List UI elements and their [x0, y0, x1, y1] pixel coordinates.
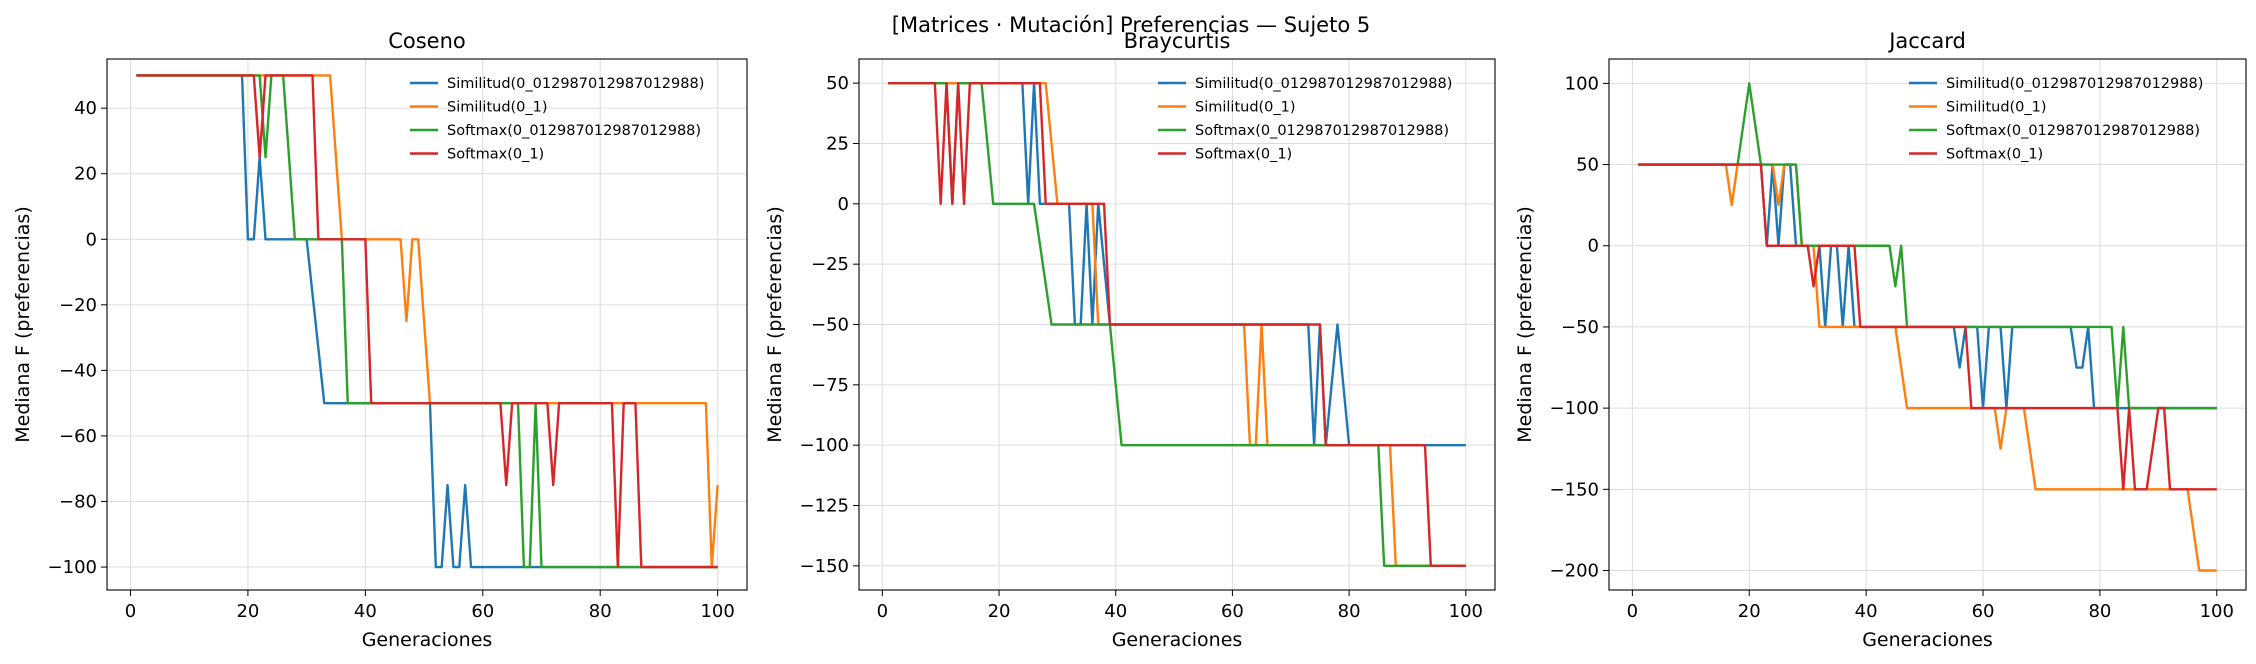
x-tick-label: 100 [1449, 601, 1483, 622]
y-tick-label: −20 [59, 295, 97, 316]
y-tick-label: −100 [48, 557, 97, 578]
y-axis-label: Mediana F (preferencias) [1514, 206, 1536, 443]
axes-frame [1608, 58, 2247, 591]
legend-entry: Softmax(0_012987012987012988) [447, 123, 701, 139]
chart-panel-1: 0 20 40 60 80 100 40 20 0 −20 −40 −60 −80 −100 Coseno G… [12, 29, 748, 651]
series-line-1 [888, 81, 1466, 447]
legend: Similitud(0_012987012987012988) Similitud… [410, 76, 704, 163]
y-tick-label: 0 [1588, 236, 1599, 257]
x-tick-label: 60 [471, 601, 494, 622]
x-tick-label: 0 [877, 601, 888, 622]
x-tick-label: 100 [700, 601, 734, 622]
y-tick-label: 0 [838, 194, 849, 215]
axes-frame [106, 58, 748, 591]
legend-entry: Similitud(0_1) [1195, 100, 1296, 116]
y-tick-label: −150 [800, 556, 849, 577]
x-tick-label: 0 [1627, 601, 1638, 622]
y-tick-label: 100 [1565, 73, 1599, 94]
legend-entry: Softmax(0_1) [1195, 147, 1292, 163]
x-tick-label: 0 [125, 601, 136, 622]
y-tick-label: −25 [811, 254, 849, 275]
series-line-3 [136, 74, 718, 569]
y-tick-label: 40 [74, 98, 97, 119]
y-tick-label: −50 [1561, 317, 1599, 338]
legend-entry: Similitud(0_012987012987012988) [1946, 76, 2203, 92]
x-tick-label: 40 [1855, 601, 1878, 622]
legend: Similitud(0_012987012987012988) Similitud… [1909, 76, 2203, 163]
x-tick-label: 20 [988, 601, 1011, 622]
chart-panels: 0 20 40 60 80 100 40 20 0 −20 −40 −60 −80 −100 Coseno G… [12, 29, 2247, 651]
series-line-4 [1638, 163, 2217, 491]
y-axis-label: Mediana F (preferencias) [12, 206, 34, 443]
chart-panel-2: 0 20 40 60 80 100 50 25 0 −25 −50 −75 −100 −125 −150 Br… [764, 29, 1496, 651]
x-axis-label: Generaciones [1862, 629, 1993, 651]
chart-title: Coseno [388, 29, 466, 53]
chart-title: Jaccard [1887, 29, 1966, 53]
x-tick-label: 40 [354, 601, 377, 622]
x-axis-label: Generaciones [362, 629, 493, 651]
x-tick-label: 60 [1972, 601, 1995, 622]
y-tick-label: −60 [59, 426, 97, 447]
legend-entry: Similitud(0_1) [447, 100, 548, 116]
chart-panel-3: 0 20 40 60 80 100 100 50 0 −50 −100 −150 −200 Jaccard… [1514, 29, 2247, 651]
x-tick-label: 40 [1104, 601, 1127, 622]
y-axis-label: Mediana F (preferencias) [764, 206, 786, 443]
y-tick-label: 20 [74, 164, 97, 185]
legend-entry: Softmax(0_012987012987012988) [1195, 123, 1449, 139]
y-tick-label: 0 [86, 229, 97, 250]
x-tick-label: 20 [236, 601, 259, 622]
x-tick-label: 100 [2200, 601, 2234, 622]
y-tick-label: −50 [811, 315, 849, 336]
series-line-4 [136, 74, 718, 569]
x-tick-label: 20 [1738, 601, 1761, 622]
y-tick-label: −150 [1550, 479, 1599, 500]
y-tick-label: 25 [826, 133, 849, 154]
x-tick-label: 80 [1338, 601, 1361, 622]
x-tick-label: 80 [589, 601, 612, 622]
y-tick-label: 50 [1576, 155, 1599, 176]
series-group [1638, 82, 2217, 572]
series-line-3 [1638, 82, 2217, 410]
figure-suptitle: [Matrices · Mutación] Preferencias — Suj… [892, 13, 1370, 37]
y-tick-label: −40 [59, 360, 97, 381]
y-tick-label: −75 [811, 375, 849, 396]
x-tick-label: 80 [2088, 601, 2111, 622]
legend-entry: Similitud(0_012987012987012988) [447, 76, 704, 92]
y-tick-label: −125 [800, 496, 849, 517]
y-tick-label: −100 [800, 435, 849, 456]
legend: Similitud(0_012987012987012988) Similitud… [1158, 76, 1452, 163]
chart-title: Braycurtis [1124, 29, 1231, 53]
series-group [888, 81, 1466, 568]
series-group [136, 74, 719, 569]
legend-entry: Softmax(0_1) [1946, 147, 2043, 163]
legend-entry: Similitud(0_012987012987012988) [1195, 76, 1452, 92]
x-axis-label: Generaciones [1112, 629, 1243, 651]
y-tick-label: −80 [59, 492, 97, 513]
y-tick-label: −200 [1550, 561, 1599, 582]
x-tick-label: 60 [1221, 601, 1244, 622]
series-line-2 [136, 74, 719, 569]
legend-entry: Similitud(0_1) [1946, 100, 2047, 116]
legend-entry: Softmax(0_012987012987012988) [1946, 123, 2200, 139]
y-tick-label: 50 [826, 73, 849, 94]
series-line-4 [888, 81, 1466, 568]
legend-entry: Softmax(0_1) [447, 147, 544, 163]
y-tick-label: −100 [1550, 398, 1599, 419]
